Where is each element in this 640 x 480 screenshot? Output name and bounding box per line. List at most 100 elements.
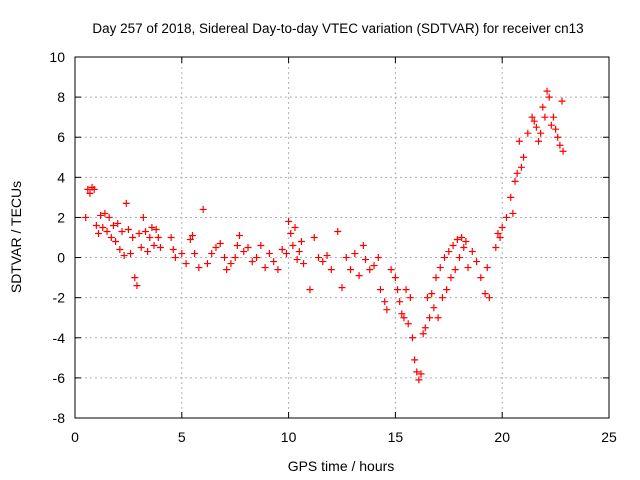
data-point	[370, 262, 378, 270]
data-point	[195, 264, 203, 272]
data-point	[208, 250, 216, 258]
data-point	[400, 314, 408, 322]
data-point	[253, 254, 261, 262]
data-point	[430, 304, 438, 312]
data-point	[319, 258, 327, 266]
data-point	[535, 137, 543, 145]
data-point	[109, 221, 117, 229]
data-point	[458, 234, 466, 241]
data-point	[169, 246, 177, 254]
data-point	[97, 211, 105, 219]
data-point	[413, 368, 421, 376]
data-point	[191, 250, 199, 258]
data-point	[310, 234, 318, 241]
data-point	[511, 177, 519, 185]
data-point	[114, 219, 122, 227]
data-point	[282, 250, 290, 258]
data-point	[496, 234, 504, 241]
x-tick-label: 0	[71, 429, 79, 445]
data-point	[361, 256, 369, 264]
data-point	[468, 248, 476, 256]
data-point	[530, 117, 538, 125]
data-point	[455, 254, 463, 262]
data-point	[146, 234, 154, 241]
data-point	[133, 282, 141, 290]
data-point	[287, 229, 295, 237]
x-axis: 0 5 10 15 20 25	[71, 57, 617, 445]
data-point	[223, 266, 231, 274]
data-point	[451, 266, 459, 274]
data-point	[347, 266, 355, 274]
data-point	[528, 113, 536, 121]
data-point	[559, 147, 567, 155]
data-point	[148, 223, 156, 231]
data-point	[494, 229, 502, 237]
data-point	[473, 258, 481, 266]
data-point	[300, 260, 308, 268]
data-point	[541, 113, 549, 121]
data-point	[517, 163, 525, 171]
data-point	[122, 199, 130, 207]
data-point	[127, 250, 135, 258]
data-point	[323, 252, 331, 260]
plot-area-frame	[74, 56, 610, 419]
data-point	[216, 240, 224, 248]
data-point	[498, 223, 506, 231]
data-point	[441, 254, 449, 262]
y-axis-label: SDTVAR / TECUs	[8, 181, 24, 293]
data-point	[167, 234, 175, 241]
data-point	[233, 242, 241, 250]
data-point	[547, 121, 555, 129]
data-point	[118, 227, 126, 235]
data-point	[92, 221, 100, 229]
data-point	[539, 103, 547, 111]
data-point	[556, 141, 564, 149]
data-point	[154, 234, 162, 241]
data-point	[297, 238, 305, 246]
y-tick-label: 0	[57, 250, 65, 266]
data-point	[515, 137, 523, 145]
x-tick-label: 25	[601, 429, 617, 445]
data-point	[334, 227, 342, 235]
data-point	[235, 231, 243, 239]
data-point	[137, 244, 145, 252]
data-point	[366, 266, 374, 274]
data-point	[485, 294, 493, 302]
grid-lines	[75, 57, 609, 418]
data-point	[338, 284, 346, 292]
data-point	[423, 294, 431, 302]
data-point	[182, 260, 190, 268]
data-point	[270, 258, 278, 266]
data-point	[112, 238, 120, 246]
data-point	[445, 248, 453, 256]
data-point	[404, 320, 412, 328]
data-point	[462, 238, 470, 246]
data-point	[152, 225, 160, 233]
data-point	[509, 209, 517, 217]
data-point	[240, 248, 248, 256]
data-point	[274, 266, 282, 274]
data-point	[289, 242, 297, 250]
y-tick-label: 4	[57, 169, 65, 185]
data-point	[394, 286, 402, 294]
data-point	[502, 213, 510, 221]
data-point	[421, 324, 429, 332]
data-point	[387, 266, 395, 274]
data-point	[221, 254, 229, 262]
data-point	[285, 217, 293, 225]
data-point	[417, 370, 425, 378]
data-points	[82, 87, 567, 384]
data-point	[171, 254, 179, 262]
data-point	[477, 274, 485, 282]
data-point	[438, 294, 446, 302]
data-point	[82, 213, 90, 221]
x-tick-label: 5	[178, 429, 186, 445]
data-point	[327, 266, 335, 274]
data-point	[261, 264, 269, 272]
data-point	[428, 290, 436, 298]
data-point	[295, 248, 303, 256]
data-point	[103, 227, 111, 235]
data-point	[178, 250, 186, 258]
data-point	[558, 97, 566, 105]
y-tick-label: -2	[53, 290, 66, 306]
